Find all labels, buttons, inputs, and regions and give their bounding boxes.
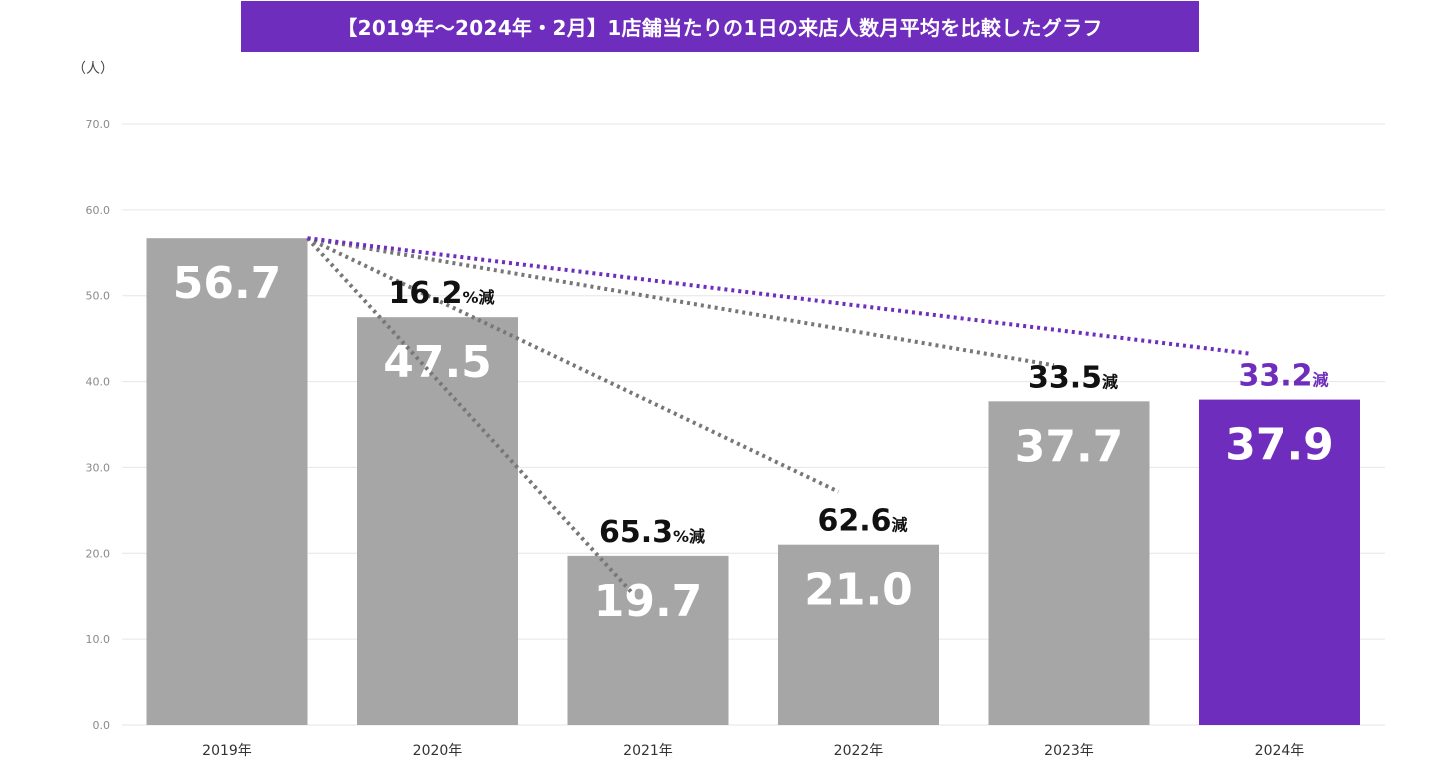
reduction-suffix: 減 [1313,371,1329,390]
bar-value-label: 47.5 [383,337,492,388]
y-tick-label: 0.0 [93,719,111,732]
reduction-label: 16.2%減 [388,276,494,311]
x-tick-label: 2020年 [413,743,463,759]
y-tick-label: 70.0 [86,118,111,131]
x-tick-label: 2019年 [202,743,252,759]
x-tick-label: 2021年 [623,743,673,759]
x-tick-label: 2023年 [1044,743,1094,759]
bar-2022年 [778,544,939,725]
y-tick-label: 40.0 [86,376,111,389]
bar-value-label: 21.0 [804,565,913,616]
bar-value-label: 56.7 [173,258,282,309]
reduction-value: 33.5 [1028,360,1102,395]
bar-2023年 [988,401,1150,725]
bar-2024年 [1199,399,1360,725]
reduction-value: 33.2 [1238,359,1312,394]
x-tick-label: 2022年 [834,743,884,759]
reduction-value: 65.3 [599,515,673,550]
bar-value-label: 37.7 [1015,421,1124,472]
reduction-label: 33.2減 [1238,359,1328,394]
reduction-suffix: 減 [892,516,908,535]
reduction-label: 33.5減 [1028,360,1118,395]
reduction-suffix: %減 [462,288,494,307]
reduction-label: 62.6減 [817,504,907,539]
comparison-line [306,236,840,494]
comparison-line [307,236,1055,368]
bar-2021年 [567,555,729,725]
reduction-suffix: %減 [673,527,705,546]
reduction-value: 16.2 [388,276,462,311]
x-tick-label: 2024年 [1255,743,1305,759]
bar-value-label: 37.9 [1225,420,1334,471]
y-tick-label: 20.0 [86,547,111,560]
y-tick-label: 10.0 [86,633,111,646]
bar-value-label: 19.7 [594,576,703,627]
comparison-line [306,236,635,596]
reduction-label: 65.3%減 [599,515,705,550]
chart-title: 【2019年〜2024年・2月】1店舗当たりの1日の来店人数月平均を比較したグラ… [241,1,1199,52]
bar-2020年 [357,317,518,725]
reduction-value: 62.6 [817,504,891,539]
y-tick-label: 60.0 [86,204,111,217]
y-axis-unit: （人） [72,61,114,77]
y-tick-label: 50.0 [86,290,111,303]
bar-2019年 [146,238,308,725]
reduction-suffix: 減 [1102,372,1118,391]
y-tick-label: 30.0 [86,461,111,474]
